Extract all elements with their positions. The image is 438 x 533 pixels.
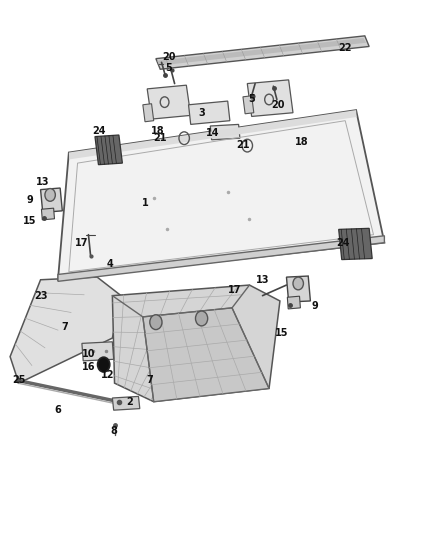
Text: 17: 17 (75, 238, 88, 248)
Polygon shape (188, 101, 230, 124)
Text: 4: 4 (107, 259, 113, 269)
Polygon shape (113, 285, 280, 402)
Polygon shape (58, 110, 385, 280)
Text: 2: 2 (127, 397, 133, 407)
Text: 7: 7 (61, 322, 68, 333)
Text: 6: 6 (55, 405, 61, 415)
Polygon shape (41, 188, 62, 213)
Text: 13: 13 (36, 176, 49, 187)
Text: 16: 16 (81, 362, 95, 372)
Polygon shape (339, 228, 372, 260)
Polygon shape (58, 236, 385, 281)
Text: 25: 25 (12, 375, 25, 385)
Text: 12: 12 (101, 370, 115, 380)
Polygon shape (147, 85, 191, 119)
Polygon shape (157, 38, 366, 66)
Text: 21: 21 (153, 133, 167, 143)
Text: 9: 9 (311, 301, 318, 311)
Polygon shape (247, 80, 293, 116)
Circle shape (98, 357, 110, 372)
Polygon shape (243, 96, 254, 114)
Text: 10: 10 (81, 349, 95, 359)
Polygon shape (113, 397, 140, 410)
Text: 20: 20 (271, 100, 285, 110)
Polygon shape (82, 342, 114, 361)
Text: 18: 18 (295, 137, 308, 147)
Polygon shape (69, 110, 357, 159)
Polygon shape (42, 208, 54, 220)
Text: 24: 24 (336, 238, 350, 248)
Text: 15: 15 (23, 216, 36, 227)
Text: 14: 14 (206, 128, 219, 138)
Text: 21: 21 (236, 140, 250, 150)
Text: 17: 17 (227, 285, 241, 295)
Text: 18: 18 (151, 126, 165, 136)
Polygon shape (286, 276, 311, 302)
Polygon shape (143, 308, 269, 402)
Text: 22: 22 (339, 43, 352, 53)
Text: 7: 7 (146, 375, 153, 385)
Text: 5: 5 (166, 63, 172, 72)
Polygon shape (156, 36, 369, 69)
Text: 20: 20 (162, 52, 176, 62)
Circle shape (45, 189, 55, 201)
Circle shape (195, 311, 208, 326)
Text: 8: 8 (110, 426, 117, 436)
Circle shape (293, 277, 304, 290)
Text: 13: 13 (256, 274, 269, 285)
Text: 1: 1 (141, 198, 148, 208)
Polygon shape (95, 135, 122, 165)
Text: 23: 23 (34, 290, 47, 301)
Text: 3: 3 (198, 108, 205, 118)
Text: 5: 5 (248, 94, 255, 104)
Polygon shape (287, 296, 300, 309)
Text: 24: 24 (92, 126, 106, 136)
Polygon shape (210, 124, 240, 140)
Circle shape (150, 315, 162, 329)
Text: 15: 15 (276, 328, 289, 338)
Polygon shape (143, 104, 154, 122)
Text: 9: 9 (26, 195, 33, 205)
Polygon shape (10, 277, 121, 383)
